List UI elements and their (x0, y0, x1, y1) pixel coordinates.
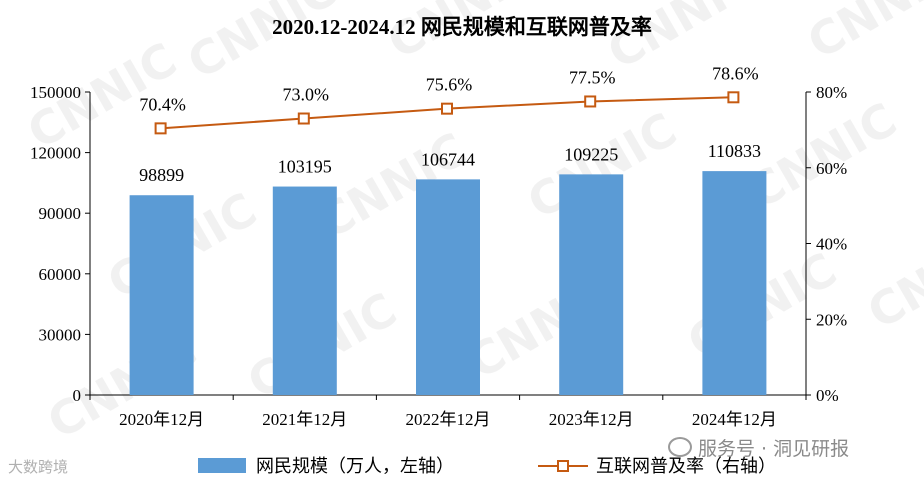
bar-value-label: 98899 (139, 165, 184, 185)
x-tick-label: 2022年12月 (406, 410, 491, 429)
bar-value-label: 103195 (278, 157, 332, 177)
bar (559, 174, 624, 395)
source-left: 大数跨境 (8, 456, 68, 477)
watermark-text: CNNIC (179, 0, 346, 90)
line-marker (154, 122, 167, 135)
legend-bar-label: 网民规模（万人，左轴） (256, 456, 454, 476)
y-left-tick-label: 30000 (39, 325, 82, 344)
bar-value-label: 110833 (708, 141, 761, 161)
legend-line-marker (557, 460, 569, 472)
line-marker (441, 102, 453, 115)
bar (129, 195, 194, 395)
source-right-text: 服务号 · 洞见研报 (698, 438, 850, 460)
y-left-tick-label: 150000 (30, 83, 81, 102)
y-right-tick-label: 60% (816, 159, 847, 178)
chart-title: 2020.12-2024.12 网民规模和互联网普及率 (272, 15, 652, 39)
x-tick-label: 2020年12月 (119, 410, 204, 429)
bar (272, 186, 337, 395)
bar-series: 98899 103195 106744 109225 110833 (129, 141, 767, 395)
line-marker (727, 91, 740, 104)
wechat-icon (668, 437, 692, 457)
source-right: 服务号 · 洞见研报 (668, 434, 849, 461)
legend: 网民规模（万人，左轴） 互联网普及率（右轴） (198, 456, 776, 476)
y-left-tick-label: 60000 (39, 265, 82, 284)
x-tick-label: 2023年12月 (549, 410, 634, 429)
x-tick-label: 2024年12月 (692, 410, 777, 429)
bar (702, 171, 767, 395)
y-right-tick-label: 20% (816, 310, 847, 329)
y-left-tick-label: 90000 (39, 204, 82, 223)
watermark-text: CNNIC (859, 212, 924, 340)
watermark-text: CNNIC (799, 0, 924, 70)
y-right-tick-label: 40% (816, 235, 847, 254)
source-left-text: 大数跨境 (8, 458, 69, 476)
line-value-label: 73.0% (283, 85, 330, 105)
line-marker (584, 95, 597, 108)
x-tick-label: 2021年12月 (262, 410, 347, 429)
line-marker (297, 112, 310, 125)
y-right-tick-label: 80% (816, 83, 847, 102)
line-value-label: 75.6% (426, 75, 473, 95)
line-series: 70.4% 73.0% 75.6% 77.5% 78.6% (139, 63, 759, 135)
y-left-tick-label: 0 (73, 386, 82, 405)
legend-bar-swatch (198, 458, 246, 473)
legend-line-label: 互联网普及率（右轴） (596, 456, 776, 476)
bar-value-label: 106744 (421, 149, 475, 169)
line-value-label: 70.4% (139, 94, 186, 114)
y-right-tick-label: 0% (816, 386, 839, 405)
y-left-tick-label: 120000 (30, 144, 81, 163)
line-value-label: 77.5% (569, 67, 616, 87)
line-value-label: 78.6% (712, 63, 759, 83)
bar (416, 179, 480, 395)
bar-value-label: 109225 (564, 144, 618, 164)
